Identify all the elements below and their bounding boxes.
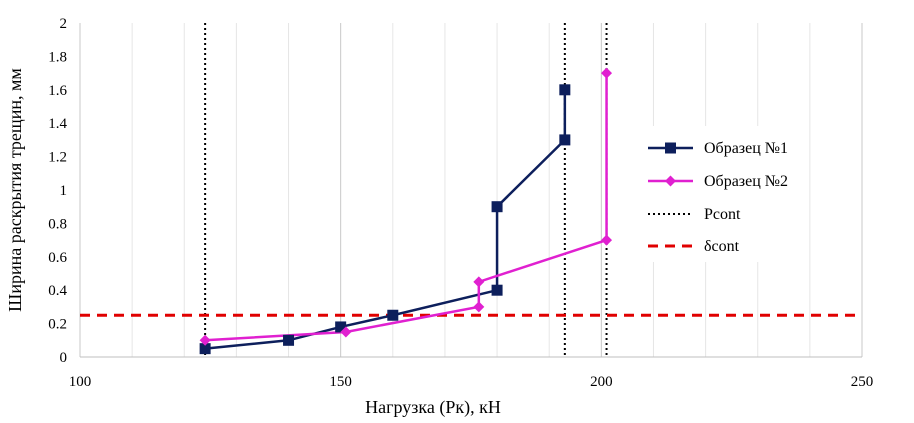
y-tick-label: 0 xyxy=(60,350,68,366)
data-point-series-1 xyxy=(387,309,399,321)
data-point-series-1 xyxy=(335,321,347,333)
legend-label: Образец №1 xyxy=(704,140,788,157)
data-point-series-1 xyxy=(559,84,571,96)
data-point-series-1 xyxy=(199,343,211,355)
data-point-series-2 xyxy=(340,326,352,338)
x-tick-label: 200 xyxy=(590,374,613,390)
tick-labels: 100 150 200 250 0 0.2 0.4 0.6 0.8 1 1.2 1.4 1.6 1.8 2 xyxy=(48,16,873,390)
data-point-series-1 xyxy=(559,134,571,146)
x-tick-label: 250 xyxy=(851,374,874,390)
legend-label: Образец №2 xyxy=(704,173,788,190)
x-tick-label: 150 xyxy=(329,374,352,390)
data-point-series-1 xyxy=(491,284,503,296)
legend-items: Образец №1 Образец №2 Pcont δcont xyxy=(648,140,788,255)
data-point-series-2 xyxy=(601,234,613,246)
y-tick-label: 0.6 xyxy=(48,250,67,266)
data-point-series-2 xyxy=(199,334,211,346)
markers xyxy=(199,67,613,355)
y-tick-label: 0.8 xyxy=(48,216,67,232)
legend-label: Pcont xyxy=(704,206,741,223)
legend-swatch-marker xyxy=(665,142,676,154)
y-tick-label: 0.2 xyxy=(48,317,67,333)
data-point-series-2 xyxy=(473,276,485,288)
data-point-series-2 xyxy=(601,67,613,79)
y-axis-title: Ширина раскрытия трещин, мм xyxy=(5,68,25,312)
y-tick-label: 0.4 xyxy=(48,283,67,299)
series-line-1 xyxy=(204,89,567,350)
series xyxy=(204,73,608,350)
series-line-2 xyxy=(205,73,608,342)
y-tick-label: 1.2 xyxy=(48,150,67,166)
data-point-series-2 xyxy=(473,301,485,313)
y-tick-label: 2 xyxy=(60,16,68,32)
y-tick-label: 1 xyxy=(60,183,68,199)
y-tick-label: 1.4 xyxy=(48,116,67,132)
y-tick-label: 1.6 xyxy=(48,83,67,99)
legend-label: δcont xyxy=(704,238,740,255)
x-axis-title: Нагрузка (Рк), кН xyxy=(365,397,501,418)
data-point-series-1 xyxy=(283,334,295,346)
legend: Образец №1 Образец №2 Pcont δcont xyxy=(642,126,788,262)
x-tick-label: 100 xyxy=(69,374,92,390)
legend-swatch-marker xyxy=(665,175,676,187)
y-tick-label: 1.8 xyxy=(48,49,67,65)
data-point-series-1 xyxy=(491,201,503,213)
